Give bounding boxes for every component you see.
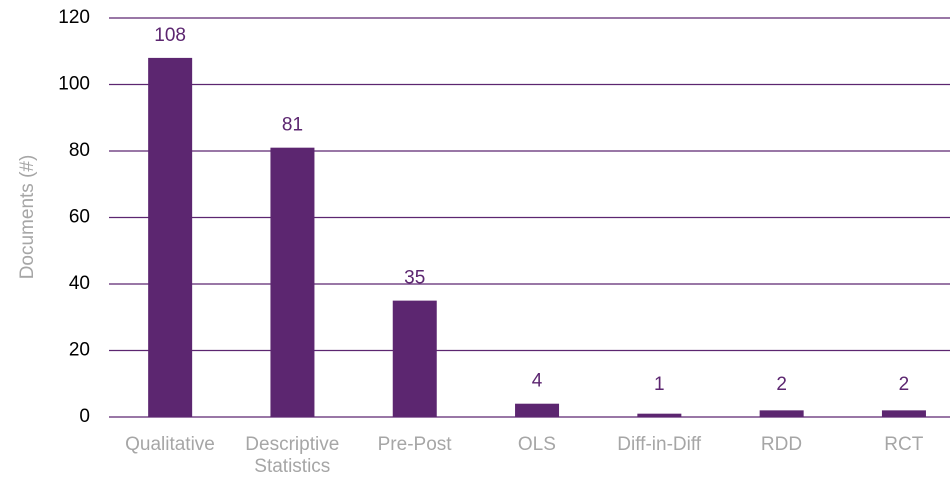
- y-tick-label: 100: [58, 74, 90, 95]
- value-label: 81: [282, 115, 303, 136]
- y-tick-label: 40: [69, 273, 90, 294]
- x-tick-label: OLS: [517, 434, 556, 455]
- bar: [881, 410, 926, 417]
- bar: [637, 413, 682, 417]
- y-tick-label: 60: [69, 207, 90, 228]
- bar: [759, 410, 804, 417]
- bar: [515, 403, 560, 417]
- value-label: 4: [532, 371, 543, 392]
- value-label: 1: [654, 374, 665, 395]
- y-axis-label: Documents (#): [17, 155, 38, 280]
- value-label: 108: [154, 25, 186, 46]
- x-tick-label: Pre-Post: [377, 434, 452, 455]
- value-label: 2: [776, 374, 787, 395]
- x-tick-label: RCT: [884, 434, 924, 455]
- value-label: 35: [404, 268, 425, 289]
- bar: [148, 57, 193, 418]
- x-tick-label: RDD: [760, 434, 803, 455]
- y-tick-label: 0: [79, 406, 90, 427]
- y-tick-label: 80: [69, 140, 90, 161]
- x-tick-label: Diff-in-Diff: [617, 434, 702, 455]
- bar: [270, 147, 315, 418]
- value-label: 2: [899, 374, 910, 395]
- y-tick-label: 120: [58, 7, 90, 28]
- y-tick-label: 20: [69, 340, 90, 361]
- x-tick-label: Descriptive Statistics: [245, 434, 340, 477]
- bar: [392, 300, 437, 417]
- x-tick-label: Qualitative: [125, 434, 215, 455]
